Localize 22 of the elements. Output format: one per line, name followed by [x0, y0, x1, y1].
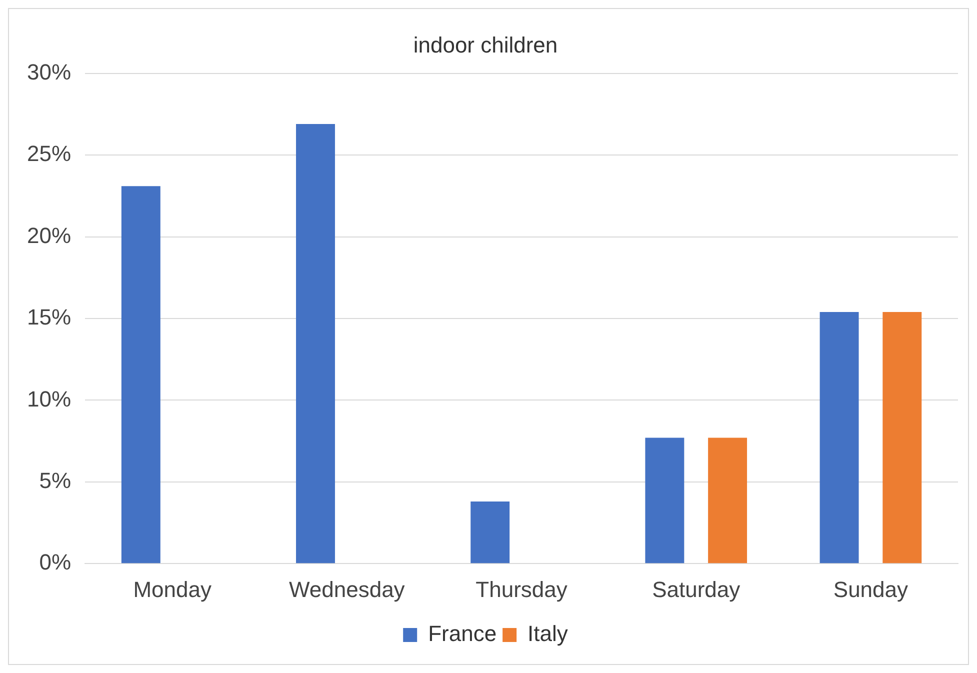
x-tick-label: Saturday — [652, 576, 740, 602]
y-tick-label: 20% — [26, 222, 72, 248]
bar — [296, 124, 335, 564]
bar — [708, 438, 748, 564]
y-tick-label: 15% — [26, 304, 72, 330]
chart-title: indoor children — [413, 32, 558, 58]
y-tick-label: 5% — [39, 468, 72, 493]
x-tick-label: Wednesday — [289, 576, 405, 602]
y-tick-label: 10% — [26, 386, 72, 412]
legend-label: France — [428, 621, 497, 646]
bar — [882, 312, 922, 564]
x-tick-label: Sunday — [833, 576, 908, 602]
bar — [121, 186, 160, 564]
x-tick-label: Monday — [133, 576, 212, 602]
y-tick-label: 30% — [26, 59, 72, 84]
bar — [470, 502, 510, 564]
bar — [820, 312, 859, 564]
x-tick-label: Thursday — [476, 576, 568, 602]
y-tick-label: 0% — [39, 550, 72, 575]
legend-label: Italy — [528, 621, 568, 646]
y-tick-label: 25% — [26, 141, 72, 166]
bar — [645, 438, 684, 564]
